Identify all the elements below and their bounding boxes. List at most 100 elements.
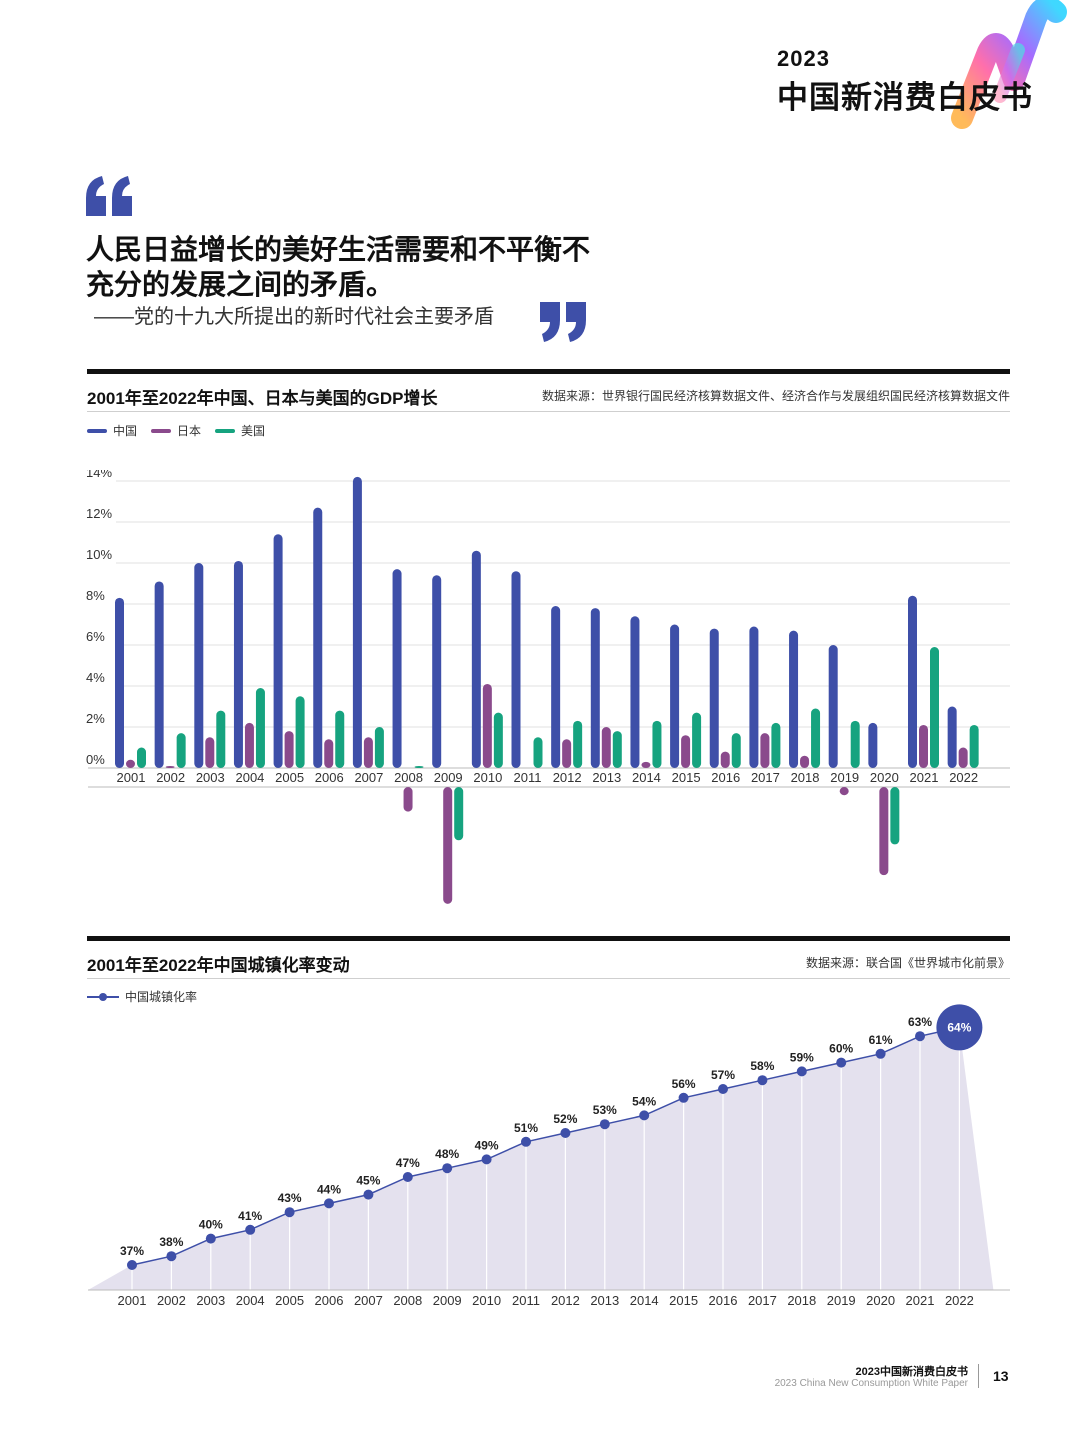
gdp-bar-usa	[533, 737, 543, 768]
gdp-bar-japan	[641, 761, 651, 768]
legend-label-urbanization: 中国城镇化率	[125, 990, 198, 1004]
urban-x-tick-label: 2022	[945, 1293, 974, 1308]
quote-source: ——党的十九大所提出的新时代社会主要矛盾	[94, 306, 494, 328]
gdp-bar-usa	[255, 688, 265, 768]
gdp-section-source: 数据来源：世界银行国民经济核算数据文件、经济合作与发展组织国民经济核算数据文件	[541, 389, 1010, 403]
gdp-bar-china	[670, 624, 680, 768]
legend-label-china: 中国	[113, 424, 138, 438]
urban-data-point	[245, 1224, 256, 1235]
gdp-y-tick-label: 6%	[86, 629, 105, 644]
gdp-bar-china	[749, 626, 759, 768]
urban-data-label: 41%	[238, 1209, 262, 1223]
gdp-bar-usa	[612, 731, 622, 768]
urban-data-label: 58%	[750, 1059, 774, 1073]
urban-x-tick-label: 2018	[787, 1293, 816, 1308]
urban-x-tick-label: 2005	[275, 1293, 304, 1308]
gdp-x-tick-label: 2009	[434, 770, 463, 785]
urban-x-tick-label: 2017	[748, 1293, 777, 1308]
urban-section-title: 2001年至2022年中国城镇化率变动	[87, 956, 350, 975]
gdp-bar-usa	[374, 727, 384, 768]
page-number: 13	[993, 1368, 1009, 1384]
gdp-bar-china	[313, 507, 323, 768]
gdp-bar-japan	[205, 737, 215, 768]
gdp-bar-japan	[284, 731, 294, 768]
gdp-bar-usa	[731, 733, 741, 768]
urban-x-tick-label: 2015	[669, 1293, 698, 1308]
urban-data-label: 49%	[475, 1138, 499, 1152]
legend-line-marker-icon	[87, 992, 119, 1001]
urban-x-tick-label: 2020	[866, 1293, 895, 1308]
gdp-x-tick-label: 2020	[870, 770, 899, 785]
urban-x-tick-label: 2007	[354, 1293, 383, 1308]
urban-x-tick-label: 2021	[906, 1293, 935, 1308]
gdp-y-tick-label: 10%	[86, 547, 112, 562]
report-year: 2023	[777, 46, 830, 71]
gdp-bar-japan	[958, 747, 968, 768]
urban-x-tick-label: 2013	[590, 1293, 619, 1308]
gdp-x-tick-label: 2002	[156, 770, 185, 785]
gdp-x-tick-label: 2018	[791, 770, 820, 785]
gdp-x-tick-label: 2013	[592, 770, 621, 785]
urban-data-point	[284, 1207, 295, 1218]
gdp-bar-japan	[244, 722, 254, 768]
gdp-bar-china	[630, 616, 640, 768]
gdp-bar-china	[868, 722, 878, 768]
urban-data-point	[796, 1066, 807, 1077]
gdp-x-tick-label: 2008	[394, 770, 423, 785]
gdp-bar-usa	[652, 720, 662, 768]
gdp-bar-usa	[176, 733, 186, 768]
urban-x-tick-label: 2012	[551, 1293, 580, 1308]
urban-section-source: 数据来源：联合国《世界城市化前景》	[805, 956, 1010, 970]
gdp-bar-japan	[601, 727, 611, 768]
gdp-bar-china	[194, 563, 204, 768]
urban-highlight-point	[936, 1004, 983, 1051]
urban-section-top-rule	[87, 936, 1010, 941]
gdp-bar-usa	[216, 710, 226, 768]
urban-highlight-label: 64%	[947, 1020, 971, 1034]
gdp-bar-china	[154, 581, 164, 768]
urban-data-label: 45%	[356, 1174, 380, 1188]
quote-open-icon	[86, 176, 132, 216]
gdp-bar-japan	[126, 759, 135, 768]
urban-data-label: 61%	[869, 1033, 893, 1047]
legend-item-china: 中国	[87, 422, 137, 439]
urban-data-label: 63%	[908, 1015, 932, 1029]
gdp-bar-japan	[919, 724, 928, 768]
gdp-bar-japan	[165, 765, 175, 768]
gdp-bar-japan	[562, 739, 572, 768]
gdp-x-tick-label: 2006	[315, 770, 344, 785]
gdp-x-tick-label: 2001	[117, 770, 146, 785]
gdp-bar-japan	[482, 683, 492, 768]
gdp-bar-usa	[335, 710, 345, 768]
urban-area-fill	[88, 1027, 994, 1290]
urbanization-line-chart: 37% 2001 38% 2002 40% 2003 41% 2004 43% 2005 44% 20…	[88, 1004, 1010, 1308]
urban-x-tick-label: 2019	[827, 1293, 856, 1308]
gdp-bar-japan	[443, 787, 453, 904]
gdp-x-tick-label: 2007	[354, 770, 383, 785]
gdp-bar-usa	[969, 724, 979, 768]
gdp-bar-japan	[760, 733, 770, 768]
urban-data-label: 38%	[159, 1235, 183, 1249]
urban-data-point	[205, 1233, 216, 1244]
urban-data-label: 54%	[632, 1094, 656, 1108]
gdp-bar-china	[828, 645, 838, 768]
gdp-bar-japan	[363, 737, 373, 768]
gdp-bar-japan	[403, 787, 413, 812]
urban-data-label: 52%	[553, 1112, 577, 1126]
urban-data-point	[599, 1119, 610, 1130]
gdp-x-tick-label: 2014	[632, 770, 661, 785]
urban-series-line	[131, 1026, 960, 1266]
gdp-bar-china	[392, 569, 402, 768]
urban-x-tick-label: 2002	[157, 1293, 186, 1308]
gdp-x-tick-label: 2010	[473, 770, 502, 785]
gdp-section-top-rule	[87, 369, 1010, 374]
urban-section-divider	[87, 978, 1010, 979]
urban-data-point	[521, 1136, 531, 1147]
gdp-bar-usa	[414, 765, 424, 768]
legend-item-japan: 日本	[151, 422, 201, 439]
gdp-bar-china	[709, 628, 719, 768]
gdp-bar-china	[908, 595, 917, 768]
gdp-x-tick-label: 2017	[751, 770, 780, 785]
gdp-bar-japan	[720, 751, 730, 768]
gdp-bar-china	[432, 575, 442, 768]
